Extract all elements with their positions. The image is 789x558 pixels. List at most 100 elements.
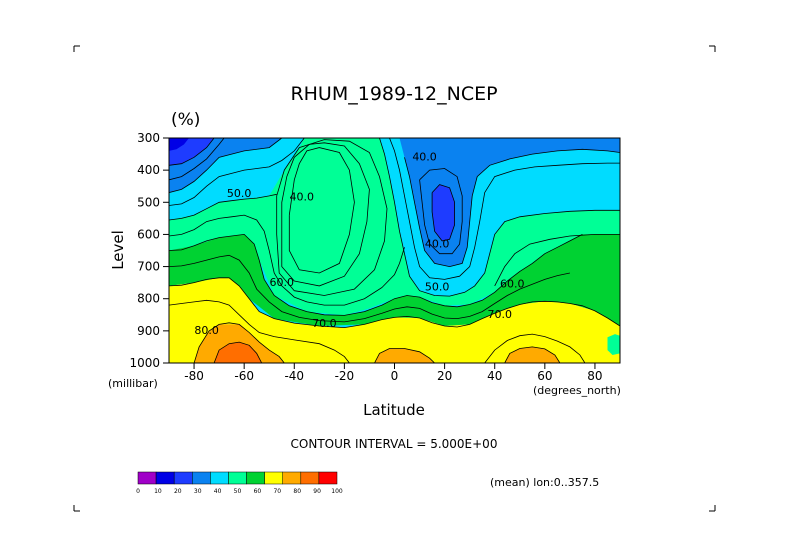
corner-marks [73, 45, 716, 512]
contour-line [169, 214, 405, 306]
units-label: (%) [171, 110, 200, 130]
contour-line [276, 139, 388, 296]
colorbar-label: 90 [313, 488, 321, 495]
colorbar-label: 70 [273, 488, 281, 495]
y-tick-label: 900 [137, 324, 160, 338]
colorbar-swatch [318, 471, 338, 485]
contour-line [169, 233, 583, 316]
contour-label: 80.0 [194, 324, 219, 337]
colorbar-label: 50 [234, 488, 242, 495]
x-tick-label: -60 [234, 369, 254, 383]
x-tick-label: -20 [335, 369, 355, 383]
chart-title: RHUM_1989-12_NCEP [290, 83, 497, 105]
colorbar-label: 80 [293, 488, 301, 495]
contour-fill-region [607, 334, 620, 355]
colorbar-label: 100 [331, 488, 343, 495]
x-tick-label: 20 [437, 369, 452, 383]
contour-line [389, 138, 620, 280]
x-tick-label: 60 [537, 369, 552, 383]
contour-fill-region [504, 346, 560, 363]
contour-fill-region [399, 138, 620, 267]
colorbar-label: 30 [194, 488, 202, 495]
contour-line [169, 138, 225, 181]
x-tick-label: 80 [587, 369, 602, 383]
colorbar-swatch [246, 471, 265, 485]
footnote-mean-lon: (mean) lon:0..357.5 [490, 476, 599, 489]
colorbar-swatch [192, 471, 211, 485]
y-tick-label: 700 [137, 260, 160, 274]
contour-line [169, 138, 305, 206]
corner-mark-top-right [709, 45, 716, 52]
contour-line [494, 234, 620, 287]
contour-line [281, 142, 370, 287]
colorbar-swatch [300, 471, 320, 485]
colorbar-label: 60 [254, 488, 262, 495]
corner-mark-top-left [73, 45, 80, 52]
contour-line [169, 138, 215, 166]
contour-label: 60.0 [500, 277, 525, 290]
contour-label: 50.0 [227, 187, 252, 200]
colorbar-swatch [282, 471, 302, 485]
y-tick-label: 600 [137, 227, 160, 241]
y-axis-label: Level [109, 230, 127, 270]
contour-line [169, 138, 283, 193]
contour-label: 60.0 [270, 276, 295, 289]
contour-label: 40.0 [290, 191, 315, 204]
x-tick-label: -40 [284, 369, 304, 383]
colorbar-swatch [264, 471, 283, 485]
contour-fill-region [169, 138, 620, 316]
colorbar-swatch [228, 471, 247, 485]
colorbar-swatch [155, 471, 175, 485]
x-tick-label: 40 [487, 369, 502, 383]
contour-label: 70.0 [312, 317, 337, 330]
colorbar-swatch [173, 471, 193, 485]
y-tick-label: 400 [137, 163, 160, 177]
colorbar-label: 40 [214, 488, 222, 495]
contour-line [169, 254, 570, 323]
colorbar-swatch [210, 471, 229, 485]
plot-area: 40.0 50.0 40.0 40.0 60.0 50.0 60.0 70.0 70.0 80.0 [168, 137, 621, 364]
contour-fill-region [169, 277, 620, 363]
contour-fill-region [169, 138, 189, 151]
corner-mark-bottom-right [709, 505, 716, 512]
contour-line [504, 346, 561, 363]
contour-lines [169, 138, 620, 363]
contour-line [379, 138, 620, 297]
colorbar-label: 0 [136, 488, 140, 495]
contour-label: 40.0 [425, 237, 450, 250]
corner-mark-bottom-left [73, 505, 80, 512]
y-axis: 300 400 500 600 700 800 900 1000 [129, 131, 169, 370]
contour-line [169, 193, 277, 221]
colorbar: 0 10 20 30 40 50 60 70 80 90 100 [136, 471, 343, 495]
contour-line [213, 341, 263, 363]
contour-line [419, 168, 463, 255]
contour-label: 40.0 [412, 151, 437, 164]
y-tick-label: 500 [137, 195, 160, 209]
y-tick-label: 800 [137, 292, 160, 306]
y-tick-label: 1000 [129, 356, 160, 370]
contour-line [484, 333, 586, 363]
contour-line [169, 299, 350, 363]
contour-label: 70.0 [487, 308, 512, 321]
y-tick-label: 300 [137, 131, 160, 145]
contour-fill-region [169, 234, 620, 326]
x-axis-label: Latitude [363, 401, 425, 419]
contour-line [404, 148, 620, 268]
contour-fill-region [432, 184, 455, 241]
contour-line [288, 147, 355, 274]
x-tick-label: -80 [184, 369, 204, 383]
contour-fill-region [169, 138, 282, 193]
x-axis: -80 -60 -40 -20 0 20 40 60 80 [184, 363, 603, 383]
contour-label: 50.0 [425, 281, 450, 294]
contour-interval-text: CONTOUR INTERVAL = 5.000E+00 [291, 437, 498, 451]
contour-fills [169, 138, 620, 363]
colorbar-label: 20 [174, 488, 182, 495]
contour-line [374, 348, 435, 363]
contour-fill-region [214, 342, 262, 363]
colorbar-swatch [137, 471, 157, 485]
x-tick-label: 0 [391, 369, 399, 383]
colorbar-label: 10 [154, 488, 162, 495]
y-axis-units: (millibar) [108, 377, 158, 390]
contour-line [193, 322, 285, 363]
